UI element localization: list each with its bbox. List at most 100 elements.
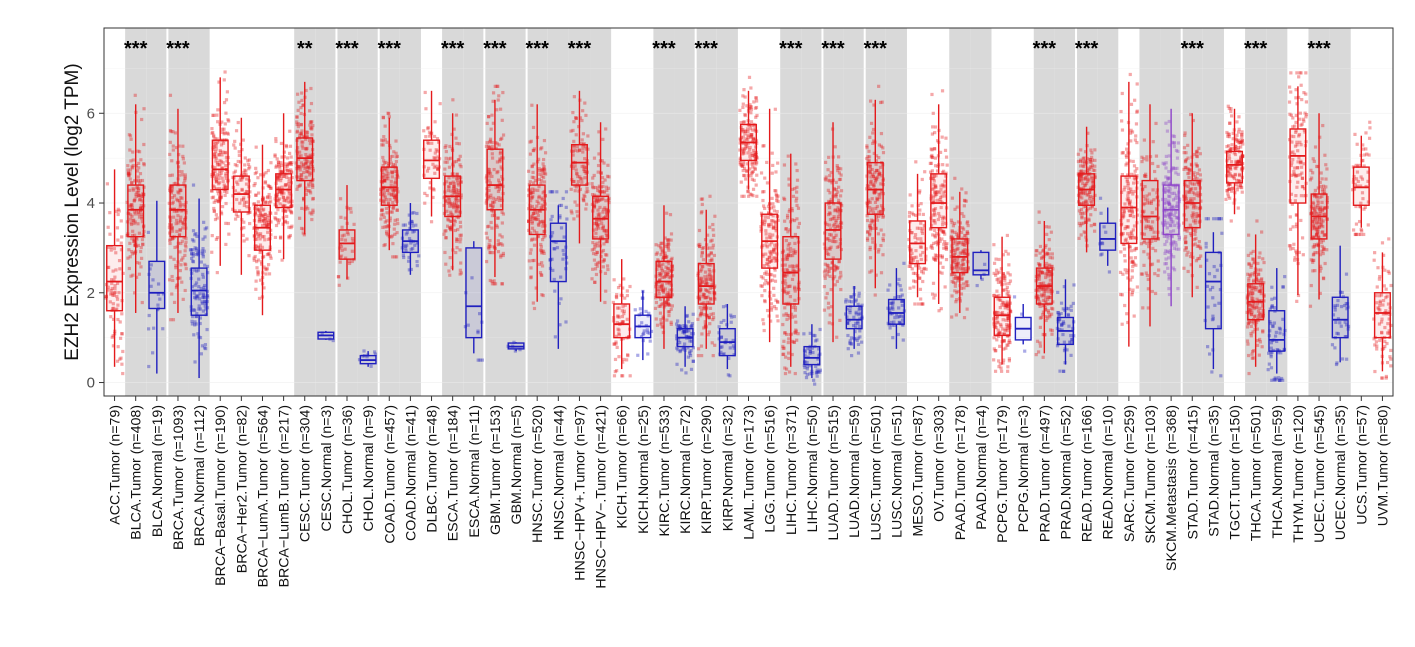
data-point xyxy=(215,114,218,117)
data-point xyxy=(933,131,936,134)
data-point xyxy=(908,215,911,218)
data-point xyxy=(749,111,752,114)
data-point xyxy=(617,355,620,358)
data-point xyxy=(416,264,419,267)
data-point xyxy=(659,298,662,301)
data-point xyxy=(700,198,703,201)
data-point xyxy=(933,229,936,232)
data-point xyxy=(869,99,872,102)
data-point xyxy=(874,293,877,296)
data-point xyxy=(311,186,314,189)
data-point xyxy=(1079,148,1082,151)
data-point xyxy=(606,264,609,267)
data-point xyxy=(184,249,187,252)
data-point xyxy=(654,307,657,310)
data-point xyxy=(244,156,247,159)
data-point xyxy=(888,326,891,329)
data-point xyxy=(950,273,953,276)
data-point xyxy=(774,108,777,111)
data-point xyxy=(742,195,745,198)
data-point xyxy=(385,207,388,210)
data-point xyxy=(930,93,933,96)
data-point xyxy=(655,301,658,304)
data-point xyxy=(680,368,683,371)
data-point xyxy=(836,280,839,283)
data-point xyxy=(127,248,130,251)
data-point xyxy=(382,244,385,247)
data-point xyxy=(1008,357,1011,360)
data-point xyxy=(501,119,504,122)
data-point xyxy=(840,189,843,192)
data-point xyxy=(532,301,535,304)
data-point xyxy=(288,152,291,155)
data-point xyxy=(1045,225,1048,228)
data-point xyxy=(499,108,502,111)
data-point xyxy=(540,179,543,182)
data-point xyxy=(925,268,928,271)
data-point xyxy=(299,183,302,186)
data-point xyxy=(255,171,258,174)
data-point xyxy=(1046,316,1049,319)
data-point xyxy=(838,260,841,263)
data-point xyxy=(1050,333,1053,336)
data-point xyxy=(497,250,500,253)
data-point xyxy=(533,238,536,241)
data-point xyxy=(531,165,534,168)
data-point xyxy=(1072,302,1075,305)
data-point xyxy=(1062,370,1065,373)
data-point xyxy=(529,266,532,269)
data-point xyxy=(274,137,277,140)
data-point xyxy=(753,179,756,182)
data-point xyxy=(692,313,695,316)
data-point xyxy=(824,269,827,272)
data-point xyxy=(1077,237,1080,240)
data-point xyxy=(550,190,553,193)
data-point xyxy=(826,273,829,276)
data-point xyxy=(126,164,129,167)
data-point xyxy=(827,302,830,305)
data-point xyxy=(636,354,639,357)
data-point xyxy=(914,280,917,283)
data-point xyxy=(729,314,732,317)
data-point xyxy=(932,256,935,259)
data-point xyxy=(181,173,184,176)
data-point xyxy=(711,341,714,344)
data-point xyxy=(1060,302,1063,305)
data-point xyxy=(794,233,797,236)
data-point xyxy=(179,263,182,266)
data-point xyxy=(289,226,292,229)
data-point xyxy=(965,221,968,224)
data-point xyxy=(738,109,741,112)
data-point xyxy=(529,153,532,156)
data-point xyxy=(449,256,452,259)
data-point xyxy=(223,78,226,81)
data-point xyxy=(280,142,283,145)
data-point xyxy=(527,170,530,173)
data-point xyxy=(934,253,937,256)
data-point xyxy=(181,155,184,158)
data-point xyxy=(204,347,207,350)
data-point xyxy=(210,251,213,254)
data-point xyxy=(447,157,450,160)
data-point xyxy=(1006,286,1009,289)
data-point xyxy=(792,195,795,198)
data-point xyxy=(901,293,904,296)
data-point xyxy=(709,307,712,310)
data-point xyxy=(226,90,229,93)
data-point xyxy=(191,322,194,325)
data-point xyxy=(142,107,145,110)
data-point xyxy=(754,168,757,171)
data-point xyxy=(960,212,963,215)
data-point xyxy=(646,352,649,355)
data-point xyxy=(121,350,124,353)
data-point xyxy=(794,309,797,312)
data-point xyxy=(744,177,747,180)
data-point xyxy=(655,253,658,256)
data-point xyxy=(606,268,609,271)
data-point xyxy=(1072,283,1075,286)
data-point xyxy=(782,314,785,317)
data-point xyxy=(382,116,385,119)
data-point xyxy=(296,93,299,96)
data-point xyxy=(1042,356,1045,359)
